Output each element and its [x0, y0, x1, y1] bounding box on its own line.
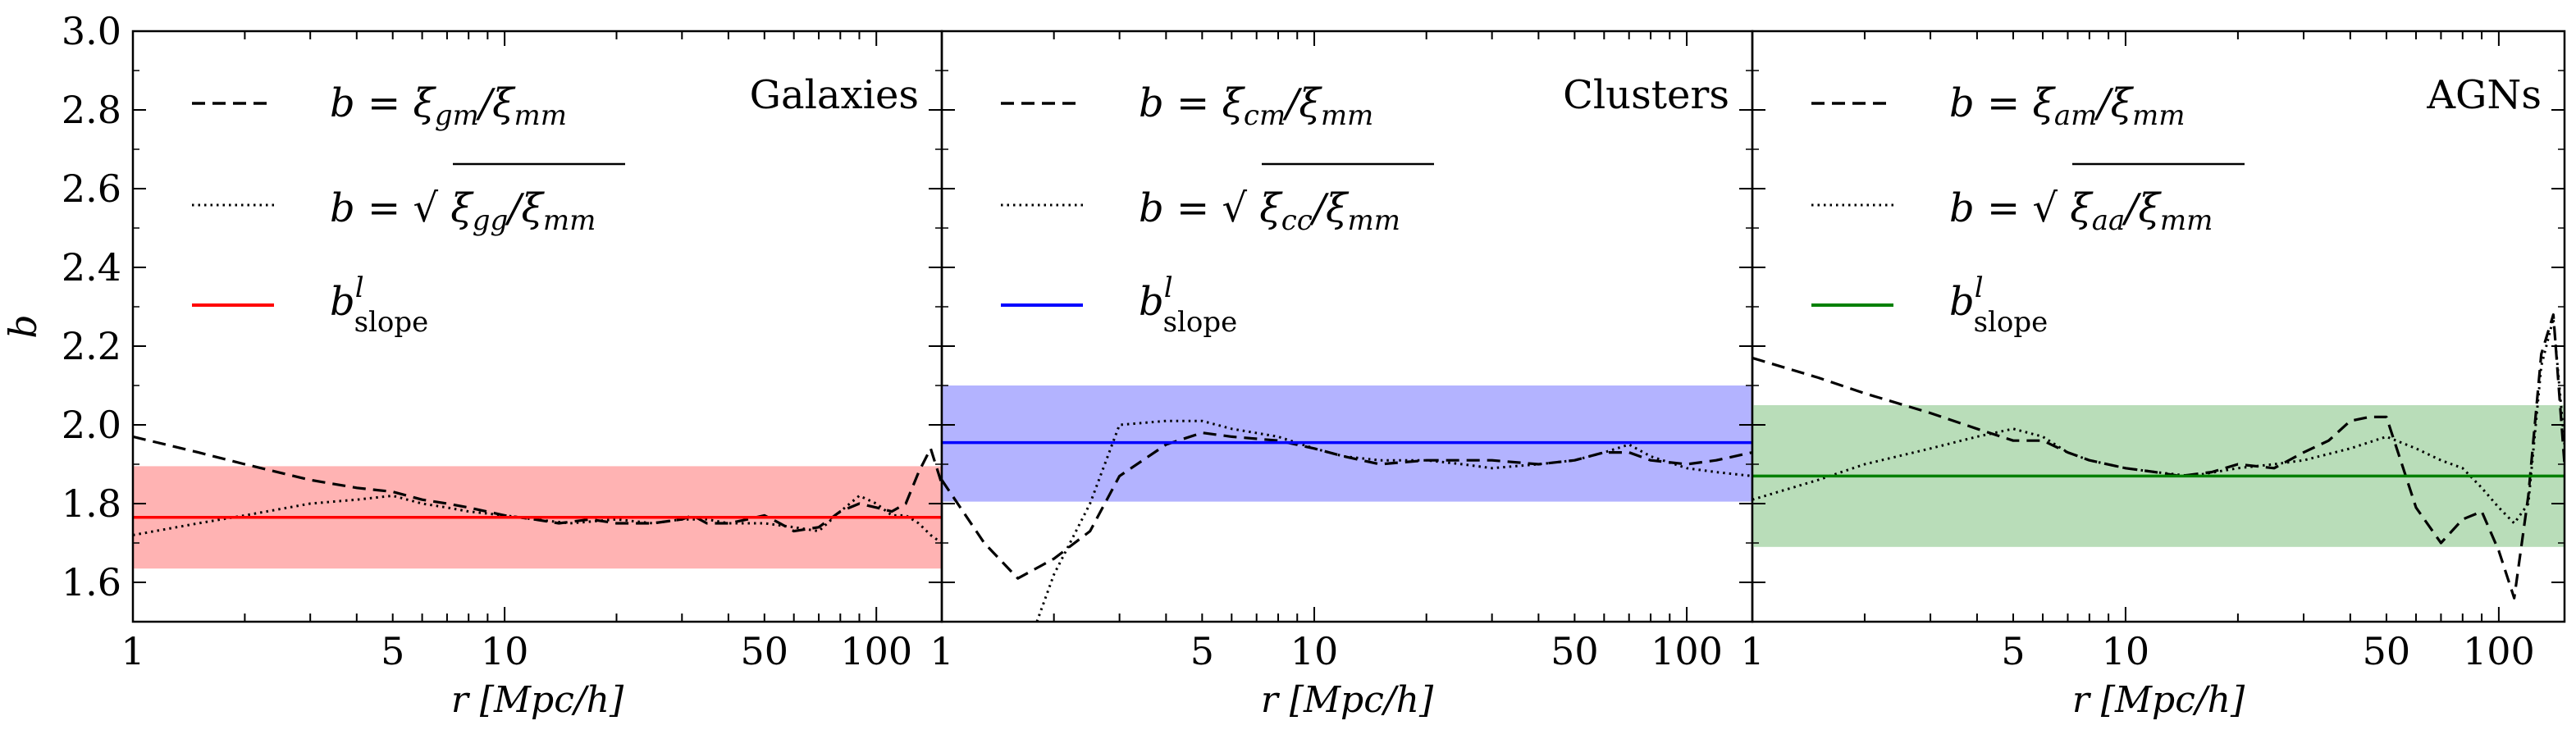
x-tick-label: 5 [381, 629, 404, 673]
y-axis-label: b [1, 314, 45, 338]
legend-subscript: gm [435, 99, 479, 132]
legend-subscript: gg [473, 204, 509, 237]
panel-title: Galaxies [750, 72, 919, 118]
x-tick-label: 100 [840, 629, 912, 673]
legend-subscript: mm [1347, 204, 1400, 237]
y-tick-label: 2.0 [62, 403, 121, 447]
y-tick-label: 1.6 [62, 560, 121, 604]
panel-agns: 1 5 10 50 100 r [Mpc/h] AGNs b = ξam/ξmm b = √ ξ… [1740, 30, 2566, 721]
x-tick-label: 100 [2463, 629, 2535, 673]
dotted-series-line [133, 494, 942, 545]
legend-subscript: mm [2160, 204, 2213, 237]
legend-label-ratio: b = ξam/ξmm [1949, 80, 2185, 132]
plot-area [1752, 313, 2565, 600]
legend-over: /ξ [2094, 80, 2134, 126]
dashed-series-line [942, 431, 1752, 580]
legend-label-slope: bl slope [1139, 271, 1237, 339]
legend-subscript: mm [543, 204, 596, 237]
legend-subscript-slope: slope [354, 306, 429, 339]
legend-superscript: l [1164, 271, 1173, 304]
legend-label-slope: bl slope [330, 271, 428, 339]
y-tick-label: 2.6 [62, 167, 121, 211]
x-tick-label: 1 [121, 629, 144, 673]
panel-title: Clusters [1563, 72, 1729, 118]
x-axis-label: r [Mpc/h] [451, 679, 624, 721]
legend-superscript: l [1975, 271, 1984, 304]
legend-over: /ξ [1282, 80, 1322, 126]
legend-over: /ξ [1309, 185, 1350, 231]
legend-subscript: am [2054, 99, 2098, 132]
legend: b = ξcm/ξmm b = √ ξcc/ξmm bl slope [1001, 80, 1434, 339]
y-tick-label: 3.0 [62, 9, 121, 53]
x-tick-label: 5 [1190, 629, 1214, 673]
x-tick-label: 50 [1551, 629, 1599, 673]
panel-frame [1751, 30, 2566, 623]
x-tick-label: 1 [929, 629, 953, 673]
legend-over: /ξ [2122, 185, 2162, 231]
legend-over: /ξ [505, 185, 545, 231]
legend-subscript: aa [2092, 204, 2126, 237]
x-tick-label: 50 [2363, 629, 2411, 673]
legend-label-ratio: b = ξgm/ξmm [330, 80, 567, 132]
x-tick-label: 10 [1290, 629, 1339, 673]
y-tick-label: 2.4 [62, 245, 121, 290]
legend-subscript: mm [1321, 99, 1373, 132]
x-tick-label: 50 [741, 629, 789, 673]
y-tick-label: 2.2 [62, 324, 121, 368]
legend-label-sqrt: b = √ ξcc/ξmm [1139, 185, 1400, 237]
x-tick-label: 10 [2102, 629, 2150, 673]
legend-label-sqrt: b = √ ξaa/ξmm [1949, 185, 2213, 237]
panel-title: AGNs [2426, 72, 2542, 118]
legend-subscript-slope: slope [1974, 306, 2048, 339]
x-axis-label: r [Mpc/h] [1261, 679, 1434, 721]
legend-label-sqrt: b = √ ξgg/ξmm [330, 185, 596, 237]
x-axis-label: r [Mpc/h] [2072, 679, 2245, 721]
legend-subscript-slope: slope [1163, 306, 1238, 339]
legend: b = ξam/ξmm b = √ ξaa/ξmm bl slope [1811, 80, 2245, 339]
legend-subscript: mm [2132, 99, 2185, 132]
x-tick-label: 10 [481, 629, 529, 673]
legend-subscript: cm [1244, 99, 1286, 132]
legend-subscript: mm [514, 99, 567, 132]
dashed-series-line [1752, 313, 2565, 600]
legend-superscript: l [355, 271, 364, 304]
legend: b = ξgm/ξmm b = √ ξgg/ξmm bl slope [192, 80, 625, 339]
dotted-series-line [1752, 317, 2565, 525]
plot-area [942, 385, 1752, 622]
y-tick-label: 2.8 [62, 88, 121, 132]
x-tick-label: 1 [1740, 629, 1764, 673]
legend-subscript: cc [1281, 204, 1313, 237]
legend-over: /ξ [476, 80, 516, 126]
legend-label-ratio: b = ξcm/ξmm [1139, 80, 1373, 132]
legend-label-slope: bl slope [1949, 271, 2048, 339]
plot-area [133, 435, 942, 569]
x-tick-label: 100 [1651, 629, 1723, 673]
y-tick-label: 1.8 [62, 481, 121, 526]
x-tick-label: 5 [2001, 629, 2025, 673]
